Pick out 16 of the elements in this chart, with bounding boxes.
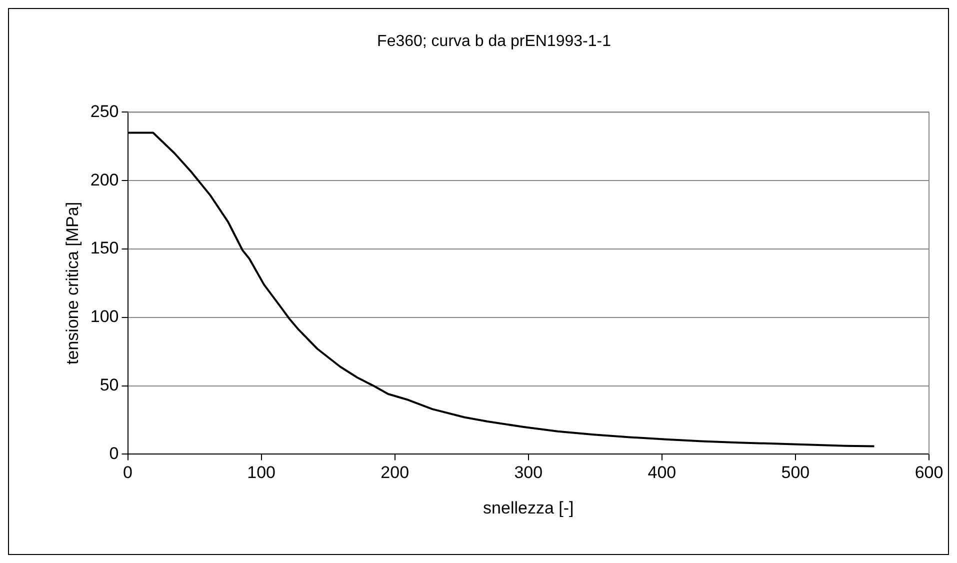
x-tick-label: 400 bbox=[648, 463, 676, 482]
x-axis-title: snellezza [-] bbox=[483, 498, 574, 518]
y-tick-label: 100 bbox=[90, 307, 119, 326]
y-axis-title: tensione critica [MPa] bbox=[62, 202, 82, 364]
y-tick-label: 250 bbox=[90, 102, 119, 121]
x-tick-label: 600 bbox=[914, 463, 944, 482]
x-tick-label: 300 bbox=[514, 463, 543, 482]
x-tick-label: 0 bbox=[123, 463, 132, 482]
chart-title: Fe360; curva b da prEN1993-1-1 bbox=[377, 33, 612, 50]
y-tick-label: 50 bbox=[100, 375, 119, 394]
x-tick-label: 500 bbox=[781, 463, 810, 482]
y-tick-label: 150 bbox=[90, 238, 119, 258]
y-tick-label: 200 bbox=[90, 170, 119, 190]
y-tick-label: 0 bbox=[109, 444, 119, 463]
x-tick-label: 200 bbox=[380, 463, 410, 482]
x-tick-label: 100 bbox=[247, 463, 276, 482]
